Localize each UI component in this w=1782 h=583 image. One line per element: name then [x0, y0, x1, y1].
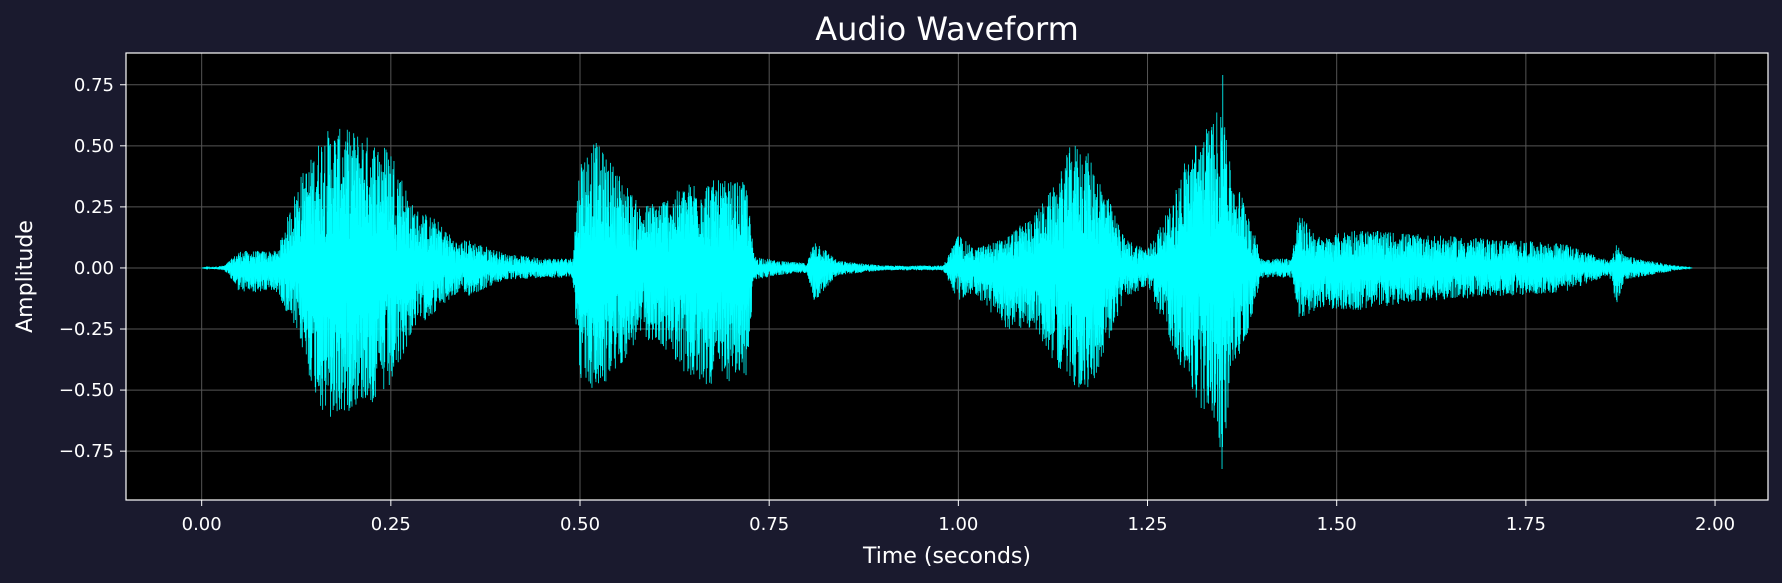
x-axis-label: Time (seconds) [862, 544, 1031, 569]
y-tick-label: 0.00 [74, 258, 114, 279]
y-tick-label: 0.75 [74, 75, 114, 96]
x-tick-label: 0.75 [749, 514, 789, 535]
x-tick-label: 0.00 [182, 514, 222, 535]
x-tick-label: 2.00 [1695, 514, 1735, 535]
y-tick-label: 0.50 [74, 136, 114, 157]
y-axis-label: Amplitude [13, 220, 38, 333]
x-tick-label: 1.50 [1317, 514, 1357, 535]
plot-frame [125, 52, 1769, 501]
x-tick-label: 1.00 [938, 514, 978, 535]
x-tick-label: 1.75 [1506, 514, 1546, 535]
x-tick-label: 1.25 [1127, 514, 1167, 535]
waveform-series [201, 74, 1693, 469]
waveform-line [201, 74, 1693, 469]
y-tick-label: −0.50 [59, 380, 114, 401]
chart-title: Audio Waveform [815, 10, 1079, 48]
y-tick-label: −0.25 [59, 319, 114, 340]
y-tick-label: 0.25 [74, 197, 114, 218]
y-tick-label: −0.75 [59, 441, 114, 462]
x-tick-label: 0.25 [371, 514, 411, 535]
x-tick-label: 0.50 [560, 514, 600, 535]
axis-ticks: 0.00 0.25 0.50 0.75 1.00 1.25 1.50 1.75 2.00 0.75… [59, 75, 1735, 535]
